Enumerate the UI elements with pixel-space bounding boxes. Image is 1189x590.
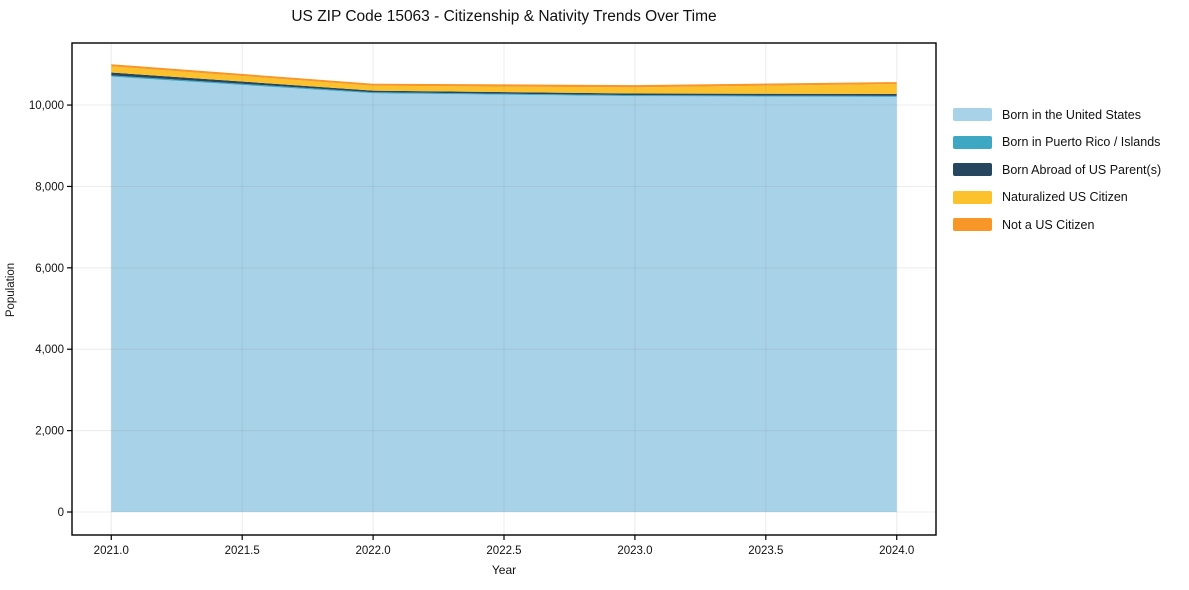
x-tick-label: 2022.0 — [355, 545, 390, 557]
legend-swatch — [953, 108, 992, 122]
legend-item: Born in Puerto Rico / Islands — [953, 129, 1161, 157]
legend-item: Born in the United States — [953, 101, 1161, 129]
legend-item: Naturalized US Citizen — [953, 184, 1161, 212]
legend-swatch — [953, 163, 992, 177]
y-tick-label: 8,000 — [35, 181, 64, 193]
legend-item: Not a US Citizen — [953, 211, 1161, 239]
x-tick-label: 2022.5 — [486, 545, 521, 557]
y-tick-label: 10,000 — [29, 100, 64, 112]
y-tick-label: 0 — [58, 507, 64, 519]
legend-label: Naturalized US Citizen — [1002, 190, 1128, 205]
legend-label: Born Abroad of US Parent(s) — [1002, 162, 1162, 177]
y-tick-label: 6,000 — [35, 263, 64, 275]
area-series-0 — [111, 76, 897, 512]
chart-title: US ZIP Code 15063 - Citizenship & Nativi… — [291, 8, 717, 25]
y-tick-label: 4,000 — [35, 344, 64, 356]
area-series-4 — [111, 64, 897, 88]
x-tick-label: 2021.5 — [225, 545, 260, 557]
y-tick-label: 2,000 — [35, 426, 64, 438]
x-tick-label: 2023.0 — [617, 545, 652, 557]
legend-swatch — [953, 135, 992, 149]
legend-label: Born in the United States — [1002, 107, 1141, 122]
x-axis-label: Year — [491, 563, 517, 577]
area-series-3 — [111, 66, 897, 94]
x-tick-label: 2021.0 — [94, 545, 129, 557]
legend-swatch — [953, 190, 992, 204]
x-tick-label: 2024.0 — [879, 545, 914, 557]
x-tick-label: 2023.5 — [748, 545, 783, 557]
area-series-1 — [111, 75, 897, 97]
legend-swatch — [953, 218, 992, 232]
legend-item: Born Abroad of US Parent(s) — [953, 156, 1161, 184]
legend-label: Born in Puerto Rico / Islands — [1002, 135, 1161, 150]
legend-label: Not a US Citizen — [1002, 217, 1095, 232]
area-series-2 — [111, 72, 897, 96]
y-axis-label: Population — [5, 262, 17, 318]
legend: Born in the United States Born in Puerto … — [953, 101, 1161, 239]
